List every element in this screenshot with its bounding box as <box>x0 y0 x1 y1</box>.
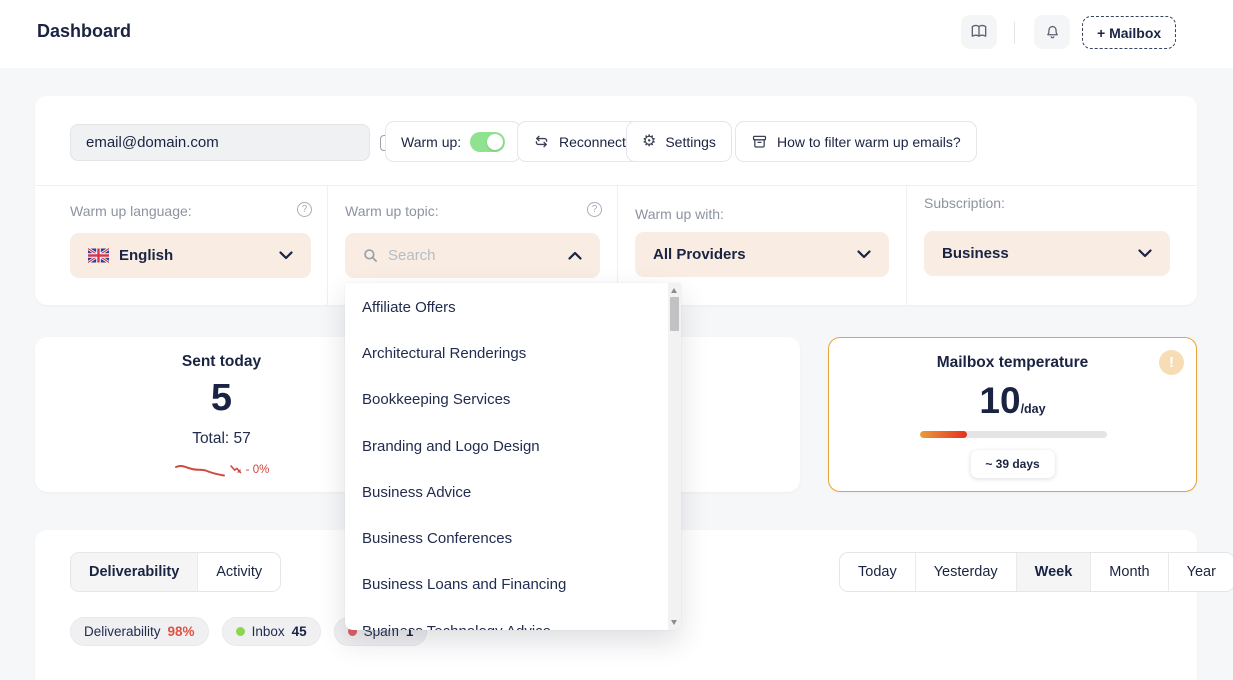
period-year[interactable]: Year <box>1168 553 1233 591</box>
sent-today-value: 5 <box>210 377 233 419</box>
mailbox-temperature-card: Mailbox temperature ! 10 /day ~ 39 days <box>828 337 1197 492</box>
temperature-unit: /day <box>1020 402 1046 416</box>
add-mailbox-button[interactable]: + Mailbox <box>1082 16 1177 49</box>
scrollbar-thumb[interactable] <box>670 297 679 331</box>
filter-help-button[interactable]: How to filter warm up emails? <box>735 121 977 162</box>
scroll-down-arrow-icon[interactable] <box>671 620 677 625</box>
topic-option[interactable]: Affiliate Offers <box>362 298 456 316</box>
topic-dropdown-panel: Affiliate Offers Architectural Rendering… <box>345 283 681 630</box>
topic-option[interactable]: Business Conferences <box>362 530 513 548</box>
chevron-down-icon <box>1138 249 1152 258</box>
refresh-icon <box>533 133 550 150</box>
change-percent: - 0% <box>245 463 270 476</box>
scroll-up-arrow-icon[interactable] <box>671 288 677 293</box>
section-divider <box>35 185 1197 186</box>
filter-help-label: How to filter warm up emails? <box>777 133 961 150</box>
period-yesterday[interactable]: Yesterday <box>915 553 1017 591</box>
topic-option[interactable]: Business Advice <box>362 483 472 501</box>
deliverability-badge[interactable]: Deliverability 98% <box>70 617 209 646</box>
sent-today-total: Total: 57 <box>192 430 251 447</box>
temperature-progress-bar <box>920 431 1107 438</box>
badge-label: Deliverability <box>84 624 161 639</box>
green-dot-icon <box>235 627 245 636</box>
topic-label: Warm up topic: <box>345 203 439 219</box>
gear-icon: ⚙ <box>642 132 657 150</box>
subscription-select[interactable]: Business <box>924 231 1170 276</box>
column-divider <box>327 186 328 305</box>
header-divider <box>1014 22 1015 44</box>
temperature-value: 10 <box>979 380 1021 421</box>
provider-value: All Providers <box>653 246 746 263</box>
temperature-progress-fill <box>920 431 967 438</box>
tab-deliverability[interactable]: Deliverability <box>71 553 199 591</box>
trend-down-icon <box>229 464 242 475</box>
book-icon <box>969 22 989 42</box>
chevron-down-icon <box>857 250 871 259</box>
days-remaining-badge: ~ 39 days <box>970 450 1055 478</box>
uk-flag-icon <box>88 248 109 263</box>
panel-tabs: Deliverability Activity <box>70 552 282 592</box>
badge-label: Inbox <box>251 624 285 639</box>
subscription-label: Subscription: <box>924 195 1005 211</box>
warmup-toggle-label: Warm up: <box>401 133 462 150</box>
settings-label: Settings <box>665 133 716 150</box>
period-week[interactable]: Week <box>1016 553 1092 591</box>
badge-value: 1 <box>405 624 414 639</box>
email-field[interactable] <box>70 124 370 161</box>
question-circle-icon[interactable]: ? <box>297 202 312 217</box>
topic-option[interactable]: Business Loans and Financing <box>362 576 567 594</box>
notifications-button[interactable] <box>1034 15 1070 49</box>
reconnect-label: Reconnect <box>559 133 626 150</box>
language-select[interactable]: English <box>70 233 311 278</box>
temperature-title: Mailbox temperature <box>936 354 1089 371</box>
docs-button[interactable] <box>961 15 997 49</box>
badge-value: 45 <box>291 624 307 639</box>
sent-today-title: Sent today <box>181 353 262 370</box>
tab-activity[interactable]: Activity <box>198 553 281 591</box>
page-title: Dashboard <box>37 21 132 41</box>
topic-option[interactable]: Bookkeeping Services <box>362 391 511 409</box>
reconnect-button[interactable]: Reconnect <box>517 121 642 162</box>
search-icon <box>363 248 378 263</box>
question-circle-icon[interactable]: ? <box>587 202 602 217</box>
archive-folder-icon <box>751 133 768 150</box>
column-divider <box>906 186 907 305</box>
column-divider <box>617 186 618 305</box>
topic-option[interactable]: Business Technology Advice <box>345 608 668 630</box>
bell-icon <box>1043 23 1062 42</box>
alert-exclamation-icon[interactable]: ! <box>1159 350 1184 375</box>
period-today[interactable]: Today <box>840 553 916 591</box>
inbox-badge[interactable]: Inbox 45 <box>221 617 321 646</box>
sparkline-chart <box>174 461 226 478</box>
settings-button[interactable]: ⚙ Settings <box>626 121 732 162</box>
period-month[interactable]: Month <box>1091 553 1169 591</box>
warmup-settings-card: i Warm up: Reconnect ⚙ Settings How to <box>35 96 1197 305</box>
language-label: Warm up language: <box>70 203 192 219</box>
provider-select[interactable]: All Providers <box>635 232 889 277</box>
chevron-up-icon <box>568 251 582 260</box>
badge-value: 98% <box>167 624 195 639</box>
topic-list: Affiliate Offers Architectural Rendering… <box>345 284 668 630</box>
topic-search-select[interactable] <box>345 233 600 278</box>
language-value: English <box>119 247 174 264</box>
dropdown-scrollbar[interactable] <box>668 283 681 630</box>
topic-option[interactable]: Branding and Logo Design <box>362 437 540 455</box>
top-header: Dashboard + Mailbox <box>0 0 1233 68</box>
chevron-down-icon <box>279 251 293 260</box>
subscription-value: Business <box>942 245 1009 262</box>
topic-option[interactable]: Architectural Renderings <box>362 344 527 362</box>
red-dot-icon <box>347 627 357 636</box>
topic-search-input[interactable] <box>388 247 538 264</box>
provider-label: Warm up with: <box>635 206 724 222</box>
toggle-knob <box>487 133 504 150</box>
period-tabs: Today Yesterday Week Month Year <box>839 552 1233 592</box>
warmup-toggle[interactable] <box>470 131 506 152</box>
warmup-toggle-control[interactable]: Warm up: <box>385 121 522 162</box>
